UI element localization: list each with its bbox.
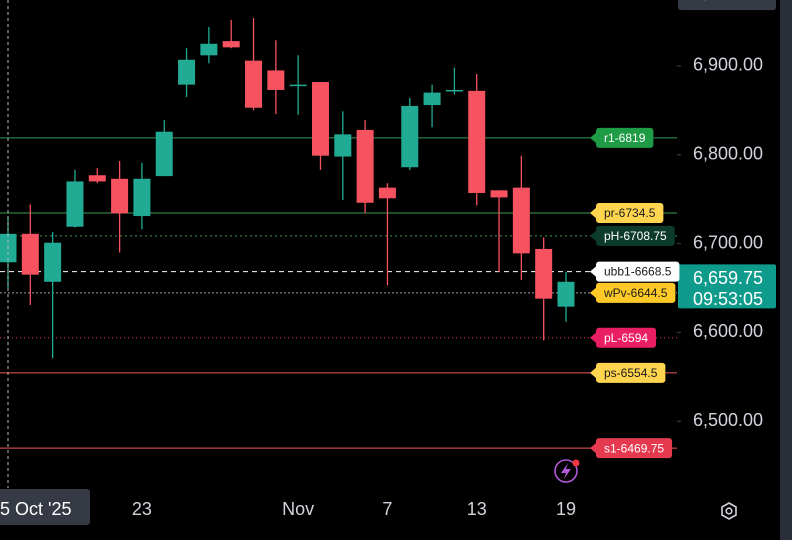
level-tag: ubb1-6668.5 xyxy=(590,261,680,282)
y-tick-label: 6,600.00 xyxy=(693,321,763,341)
level-tag: ps-6554.5 xyxy=(590,362,666,383)
level-tag: wPv-6644.5 xyxy=(590,282,676,303)
candle-body xyxy=(423,92,441,106)
scrollbar xyxy=(780,0,792,540)
top-price-label: 6,977.50 xyxy=(693,0,763,2)
level-tag-label: s1-6469.75 xyxy=(604,441,664,455)
level-tag-box xyxy=(596,327,657,348)
candle-body xyxy=(88,175,106,182)
last-price-box xyxy=(678,264,776,309)
candle-body xyxy=(155,131,173,177)
plot-area xyxy=(0,18,677,449)
candle-body xyxy=(245,60,263,108)
level-tag: pH-6708.75 xyxy=(590,225,675,246)
level-tag-pointer xyxy=(590,442,597,455)
y-tick-label: 6,500.00 xyxy=(693,410,763,430)
level-tag-box xyxy=(596,127,654,148)
level-tag-pointer xyxy=(590,229,597,242)
level-tag-label: pr-6734.5 xyxy=(604,206,656,220)
x-tick-label: Nov xyxy=(282,499,314,519)
level-tag-pointer xyxy=(590,366,597,379)
candle-body xyxy=(178,59,196,85)
x-tick-label: 7 xyxy=(382,499,392,519)
level-tag-box xyxy=(596,438,673,459)
candle-body xyxy=(133,178,151,217)
candle-body xyxy=(378,187,396,199)
level-tag-pointer xyxy=(590,131,597,144)
x-tick-label: 19 xyxy=(556,499,576,519)
level-tag-pointer xyxy=(590,331,597,344)
candle-body xyxy=(21,233,39,275)
candle-body xyxy=(401,105,419,168)
x-tick-label: 23 xyxy=(132,499,152,519)
level-tag-pointer xyxy=(590,265,597,278)
candle-body xyxy=(289,84,307,87)
alert-icon[interactable] xyxy=(554,459,580,483)
level-tag-label: ps-6554.5 xyxy=(604,366,658,380)
crosshair-box xyxy=(0,489,90,525)
level-tag-box xyxy=(596,282,676,303)
level-tag-label: r1-6819 xyxy=(604,131,646,145)
y-tick-label: 6,900.00 xyxy=(693,55,763,75)
crosshair-label: 5 Oct '25 xyxy=(0,499,71,519)
x-tick-label: 13 xyxy=(467,499,487,519)
level-tag: s1-6469.75 xyxy=(590,438,673,459)
candle-body xyxy=(535,248,553,299)
candle-body xyxy=(111,178,129,214)
candle-body xyxy=(200,43,218,56)
candle-body xyxy=(44,242,62,282)
level-tag-label: pL-6594 xyxy=(604,331,648,345)
candle-body xyxy=(557,281,575,307)
level-tag: r1-6819 xyxy=(590,127,654,148)
candle-body xyxy=(311,81,329,156)
price-axis: 6,900.00 6,800.00 6,700.00 6,600.00 6,500.00… xyxy=(677,0,776,430)
candle-body xyxy=(445,89,463,92)
y-tick-label: 6,800.00 xyxy=(693,144,763,164)
candle-body xyxy=(490,190,508,198)
countdown-label: 09:53:05 xyxy=(693,289,763,309)
level-tag-pointer xyxy=(590,286,597,299)
candle-body xyxy=(267,70,285,90)
level-tag-pointer xyxy=(590,206,597,219)
level-tag: pL-6594 xyxy=(590,327,657,348)
level-tag-box xyxy=(596,202,664,223)
candle-body xyxy=(468,90,486,193)
level-tag-box xyxy=(596,225,675,246)
level-tag-label: ubb1-6668.5 xyxy=(604,265,672,279)
level-tag-box xyxy=(596,362,666,383)
top-price-box xyxy=(678,0,776,11)
candle-body xyxy=(222,41,240,48)
y-tick-label: 6,700.00 xyxy=(693,232,763,252)
level-tag-label: wPv-6644.5 xyxy=(603,286,668,300)
level-tag-label: pH-6708.75 xyxy=(604,229,667,243)
settings-icon[interactable] xyxy=(721,502,737,520)
level-tag: pr-6734.5 xyxy=(590,202,664,223)
candle-body xyxy=(334,134,352,157)
level-tag-box xyxy=(596,261,680,282)
candle-body xyxy=(66,181,84,227)
last-price-label: 6,659.75 xyxy=(693,268,763,288)
candle-body xyxy=(356,129,374,203)
candle-body xyxy=(512,187,530,254)
